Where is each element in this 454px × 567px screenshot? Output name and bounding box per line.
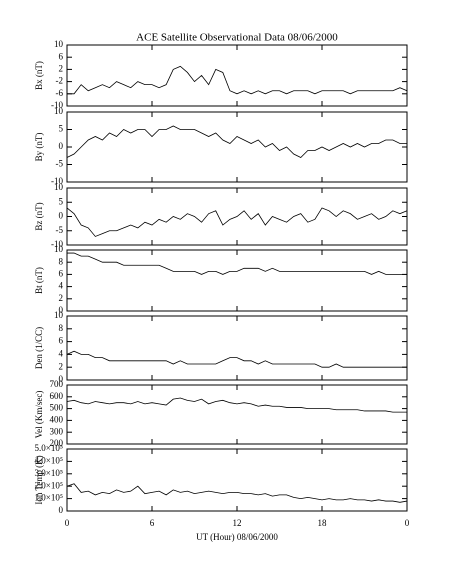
- y-tick-label: -2: [56, 76, 64, 86]
- y-axis-label: By (nT): [34, 133, 44, 162]
- y-tick-label: 400: [50, 414, 64, 424]
- y-tick-label: 4: [59, 348, 64, 358]
- y-tick-label: 500: [50, 403, 64, 413]
- y-axis-label: Vel (Km/sec): [34, 391, 44, 439]
- y-tick-label: 0: [59, 505, 64, 515]
- y-tick-label: 6: [59, 268, 64, 278]
- y-tick-label: 6: [59, 336, 64, 346]
- y-tick-label: 3.0×10⁵: [35, 468, 63, 478]
- y-tick-label: 0: [59, 305, 64, 315]
- y-tick-label: -5: [56, 159, 64, 169]
- y-tick-label: 200: [50, 438, 64, 448]
- y-axis-label: Bz (nT): [34, 202, 44, 230]
- y-tick-label: -10: [51, 176, 63, 186]
- y-tick-label: 5.0×10⁵: [35, 443, 63, 453]
- y-tick-label: 2: [59, 63, 64, 73]
- y-tick-label: 10: [54, 39, 64, 49]
- data-line: [66, 125, 407, 158]
- y-tick-label: 0: [59, 374, 64, 384]
- y-tick-label: 700: [50, 379, 64, 389]
- y-tick-label: 4: [59, 281, 64, 291]
- y-axis-label: Bx (nT): [34, 61, 44, 90]
- x-axis-label: UT (Hour) 08/06/2000: [196, 532, 278, 542]
- y-tick-label: 10: [54, 182, 64, 192]
- y-tick-label: 2.0×10⁵: [35, 480, 63, 490]
- y-tick-label: -6: [56, 88, 64, 98]
- x-tick-label: 0: [65, 518, 70, 528]
- data-line: [67, 252, 407, 275]
- y-tick-label: 2: [59, 361, 64, 371]
- y-tick-label: 2: [59, 293, 64, 303]
- y-axis-label: Den (1/CC): [34, 327, 44, 369]
- y-tick-label: -10: [51, 100, 63, 110]
- data-line: [67, 65, 408, 95]
- y-tick-label: -5: [56, 225, 64, 235]
- y-tick-label: 300: [50, 426, 64, 436]
- y-tick-label: 10: [54, 244, 64, 254]
- y-tick-label: 600: [50, 391, 64, 401]
- x-tick-label: 18: [318, 518, 328, 528]
- y-tick-label: 1.0×10⁵: [35, 493, 63, 503]
- data-line: [66, 350, 407, 368]
- x-tick-label: 12: [233, 518, 242, 528]
- x-tick-label: 0: [405, 518, 410, 528]
- y-axis-label: Ion Temp (K): [34, 455, 44, 504]
- y-tick-label: 4.0×10⁵: [35, 455, 63, 465]
- y-tick-label: 8: [59, 256, 64, 266]
- y-tick-label: 5: [59, 124, 64, 134]
- y-tick-label: 6: [59, 51, 64, 61]
- y-tick-label: 0: [59, 211, 64, 221]
- data-line: [66, 207, 408, 237]
- data-line: [66, 483, 408, 503]
- y-tick-label: 10: [54, 106, 64, 116]
- x-tick-label: 6: [150, 518, 155, 528]
- y-tick-label: -10: [51, 239, 63, 249]
- y-axis-label: Bt (nT): [34, 267, 44, 294]
- data-line: [66, 397, 407, 413]
- y-tick-label: 5: [59, 196, 64, 206]
- y-tick-label: 10: [54, 310, 64, 320]
- y-tick-label: 8: [59, 323, 64, 333]
- chart-title: ACE Satellite Observational Data 08/06/2…: [136, 32, 338, 44]
- y-tick-label: 0: [59, 141, 64, 151]
